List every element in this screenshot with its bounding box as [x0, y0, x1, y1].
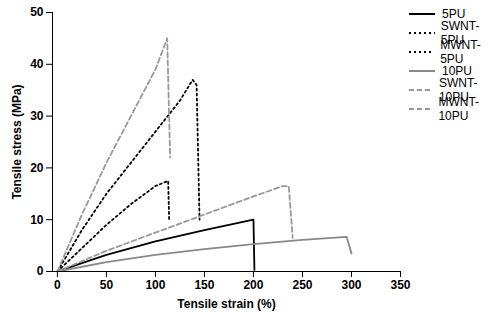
html-text:5PU: 5PU [442, 6, 466, 21]
html-text:MWNT-10PU: MWNT-10PU [438, 94, 480, 123]
html-text:SWNT-10PU: SWNT-10PU [438, 75, 478, 104]
svg-text:50: 50 [100, 278, 114, 292]
svg-text:30: 30 [30, 109, 44, 123]
html-text:MWNT-5PU: MWNT-5PU [440, 37, 481, 66]
svg-text:10: 10 [30, 213, 44, 227]
svg-text:0: 0 [54, 278, 61, 292]
svg-text:250: 250 [292, 278, 312, 292]
html-text:10PU: 10PU [442, 63, 472, 78]
svg-text:20: 20 [30, 161, 44, 175]
svg-text:200: 200 [243, 278, 263, 292]
svg-text:150: 150 [194, 278, 214, 292]
svg-text:0: 0 [37, 264, 44, 278]
svg-text:350: 350 [390, 278, 410, 292]
html-text:SWNT-5PU: SWNT-5PU [440, 18, 480, 47]
svg-text:Tensile strain (%): Tensile strain (%) [177, 297, 275, 311]
svg-text:40: 40 [30, 57, 44, 71]
svg-text:300: 300 [341, 278, 361, 292]
svg-text:Tensile stress (MPa): Tensile stress (MPa) [10, 84, 24, 199]
svg-text:50: 50 [30, 5, 44, 19]
svg-text:100: 100 [145, 278, 165, 292]
